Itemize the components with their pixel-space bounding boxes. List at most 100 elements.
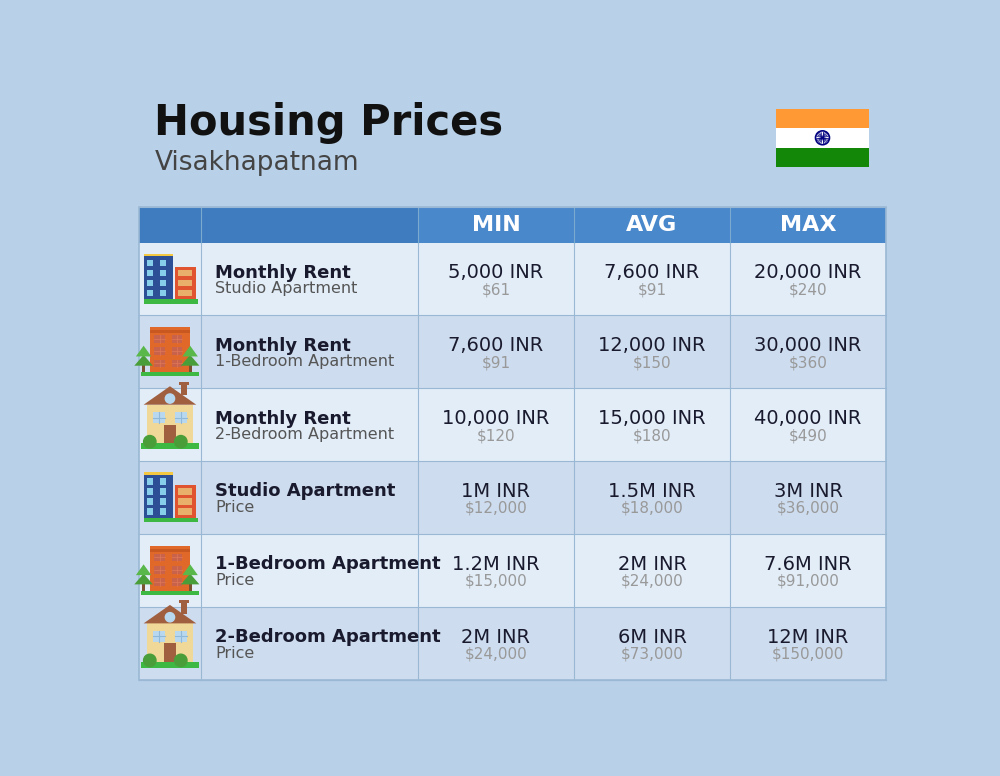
Polygon shape bbox=[134, 573, 153, 584]
FancyBboxPatch shape bbox=[175, 631, 187, 642]
FancyBboxPatch shape bbox=[178, 488, 192, 494]
Text: $61: $61 bbox=[481, 282, 511, 297]
FancyBboxPatch shape bbox=[144, 255, 173, 299]
Circle shape bbox=[165, 394, 175, 404]
FancyBboxPatch shape bbox=[154, 578, 165, 586]
Text: 7,600 INR: 7,600 INR bbox=[448, 336, 544, 355]
Text: $15,000: $15,000 bbox=[465, 573, 527, 589]
Text: 20,000 INR: 20,000 INR bbox=[754, 263, 862, 282]
FancyBboxPatch shape bbox=[147, 623, 193, 662]
Text: $240: $240 bbox=[789, 282, 827, 297]
FancyBboxPatch shape bbox=[147, 279, 153, 286]
Text: 12,000 INR: 12,000 INR bbox=[598, 336, 706, 355]
Text: 12M INR: 12M INR bbox=[767, 628, 849, 646]
Text: 15,000 INR: 15,000 INR bbox=[598, 409, 706, 428]
FancyBboxPatch shape bbox=[160, 508, 166, 514]
FancyBboxPatch shape bbox=[179, 601, 189, 604]
Text: Visakhapatnam: Visakhapatnam bbox=[154, 151, 359, 176]
Text: 2-Bedroom Apartment: 2-Bedroom Apartment bbox=[215, 629, 441, 646]
FancyBboxPatch shape bbox=[150, 549, 190, 552]
FancyBboxPatch shape bbox=[172, 553, 182, 561]
FancyBboxPatch shape bbox=[189, 358, 192, 372]
FancyBboxPatch shape bbox=[147, 289, 153, 296]
Polygon shape bbox=[181, 355, 199, 365]
FancyBboxPatch shape bbox=[144, 473, 173, 475]
FancyBboxPatch shape bbox=[179, 382, 189, 385]
Text: $91: $91 bbox=[637, 282, 667, 297]
FancyBboxPatch shape bbox=[160, 289, 166, 296]
Text: 7.6M INR: 7.6M INR bbox=[764, 555, 852, 574]
FancyBboxPatch shape bbox=[160, 279, 166, 286]
Text: 1-Bedroom Apartment: 1-Bedroom Apartment bbox=[215, 556, 441, 573]
FancyBboxPatch shape bbox=[172, 359, 182, 367]
FancyBboxPatch shape bbox=[178, 498, 192, 504]
Text: Price: Price bbox=[215, 646, 254, 661]
FancyBboxPatch shape bbox=[144, 518, 198, 522]
FancyBboxPatch shape bbox=[142, 577, 145, 591]
Text: Monthly Rent: Monthly Rent bbox=[215, 264, 351, 282]
FancyBboxPatch shape bbox=[776, 128, 869, 147]
Polygon shape bbox=[144, 605, 196, 623]
FancyBboxPatch shape bbox=[164, 643, 176, 662]
Polygon shape bbox=[134, 355, 153, 365]
FancyBboxPatch shape bbox=[144, 473, 173, 518]
FancyBboxPatch shape bbox=[172, 578, 182, 586]
Text: Price: Price bbox=[215, 501, 254, 515]
Text: $120: $120 bbox=[477, 428, 515, 443]
FancyBboxPatch shape bbox=[154, 335, 165, 342]
Text: $490: $490 bbox=[789, 428, 827, 443]
FancyBboxPatch shape bbox=[150, 546, 190, 591]
FancyBboxPatch shape bbox=[160, 498, 166, 504]
FancyBboxPatch shape bbox=[140, 662, 199, 668]
Circle shape bbox=[144, 654, 156, 667]
Text: 30,000 INR: 30,000 INR bbox=[754, 336, 862, 355]
Polygon shape bbox=[144, 386, 196, 405]
Text: MAX: MAX bbox=[780, 215, 836, 235]
Text: 1.2M INR: 1.2M INR bbox=[452, 555, 540, 574]
FancyBboxPatch shape bbox=[776, 109, 869, 128]
Text: 3M INR: 3M INR bbox=[774, 482, 843, 501]
Text: 40,000 INR: 40,000 INR bbox=[754, 409, 862, 428]
FancyBboxPatch shape bbox=[172, 335, 182, 342]
FancyBboxPatch shape bbox=[178, 270, 192, 275]
FancyBboxPatch shape bbox=[139, 243, 886, 315]
FancyBboxPatch shape bbox=[139, 534, 886, 607]
Text: $150,000: $150,000 bbox=[772, 646, 844, 662]
FancyBboxPatch shape bbox=[142, 358, 145, 372]
FancyBboxPatch shape bbox=[140, 591, 199, 595]
Text: 2M INR: 2M INR bbox=[618, 555, 686, 574]
Text: AVG: AVG bbox=[626, 215, 678, 235]
FancyBboxPatch shape bbox=[139, 207, 201, 243]
FancyBboxPatch shape bbox=[175, 267, 196, 299]
FancyBboxPatch shape bbox=[147, 405, 193, 443]
FancyBboxPatch shape bbox=[154, 566, 165, 573]
FancyBboxPatch shape bbox=[153, 412, 165, 423]
FancyBboxPatch shape bbox=[181, 602, 187, 614]
Text: Monthly Rent: Monthly Rent bbox=[215, 337, 351, 355]
Text: $18,000: $18,000 bbox=[621, 501, 683, 516]
Text: 6M INR: 6M INR bbox=[618, 628, 686, 646]
FancyBboxPatch shape bbox=[139, 315, 886, 388]
FancyBboxPatch shape bbox=[139, 607, 886, 680]
Text: $24,000: $24,000 bbox=[621, 573, 683, 589]
FancyBboxPatch shape bbox=[147, 488, 153, 494]
Text: 7,600 INR: 7,600 INR bbox=[604, 263, 700, 282]
FancyBboxPatch shape bbox=[178, 508, 192, 514]
FancyBboxPatch shape bbox=[153, 631, 165, 642]
Text: $91,000: $91,000 bbox=[777, 573, 839, 589]
Text: $180: $180 bbox=[633, 428, 671, 443]
Circle shape bbox=[165, 612, 175, 622]
Text: 10,000 INR: 10,000 INR bbox=[442, 409, 550, 428]
FancyBboxPatch shape bbox=[201, 207, 418, 243]
Text: 1.5M INR: 1.5M INR bbox=[608, 482, 696, 501]
FancyBboxPatch shape bbox=[147, 498, 153, 504]
Text: $24,000: $24,000 bbox=[465, 646, 527, 662]
FancyBboxPatch shape bbox=[574, 207, 730, 243]
FancyBboxPatch shape bbox=[140, 443, 199, 449]
FancyBboxPatch shape bbox=[730, 207, 886, 243]
FancyBboxPatch shape bbox=[147, 270, 153, 275]
FancyBboxPatch shape bbox=[154, 359, 165, 367]
FancyBboxPatch shape bbox=[172, 347, 182, 355]
Circle shape bbox=[175, 654, 187, 667]
Text: 1-Bedroom Apartment: 1-Bedroom Apartment bbox=[215, 355, 394, 369]
